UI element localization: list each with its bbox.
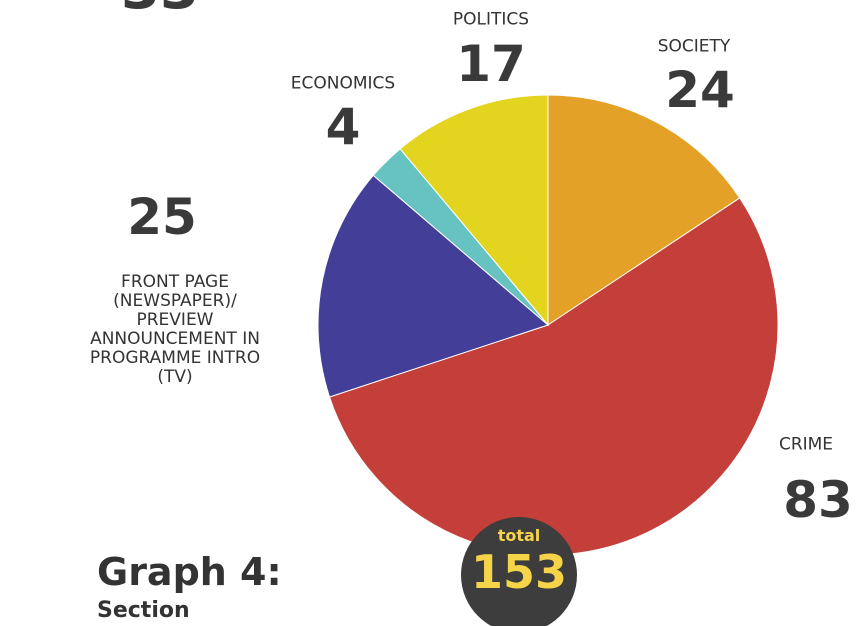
total-badge bbox=[461, 517, 577, 626]
slice-label: POLITICS bbox=[452, 9, 530, 30]
value-label: 4 bbox=[325, 98, 361, 156]
value-label: 83 bbox=[783, 471, 853, 529]
pie-slice bbox=[317, 174, 549, 398]
value-label: 24 bbox=[665, 61, 735, 119]
pie-slice bbox=[547, 94, 741, 326]
chart-subtitle: Section bbox=[97, 598, 190, 623]
total-value: 153 bbox=[470, 545, 568, 599]
slice-label: FRONT PAGE (NEWSPAPER)/ PREVIEW ANNOUNCE… bbox=[89, 272, 261, 387]
value-label: 25 bbox=[127, 188, 197, 246]
pie-slice bbox=[399, 94, 549, 327]
chart-title: Graph 4: bbox=[97, 550, 282, 594]
slice-label: CRIME bbox=[778, 434, 834, 455]
annotation: 33 bbox=[121, 0, 199, 18]
value-label: 17 bbox=[456, 35, 526, 93]
slice-label: ECONOMICS bbox=[290, 73, 396, 94]
total-label: total bbox=[497, 526, 541, 545]
slice-label: SOCIETY bbox=[657, 36, 731, 57]
pie-slice bbox=[328, 197, 779, 556]
